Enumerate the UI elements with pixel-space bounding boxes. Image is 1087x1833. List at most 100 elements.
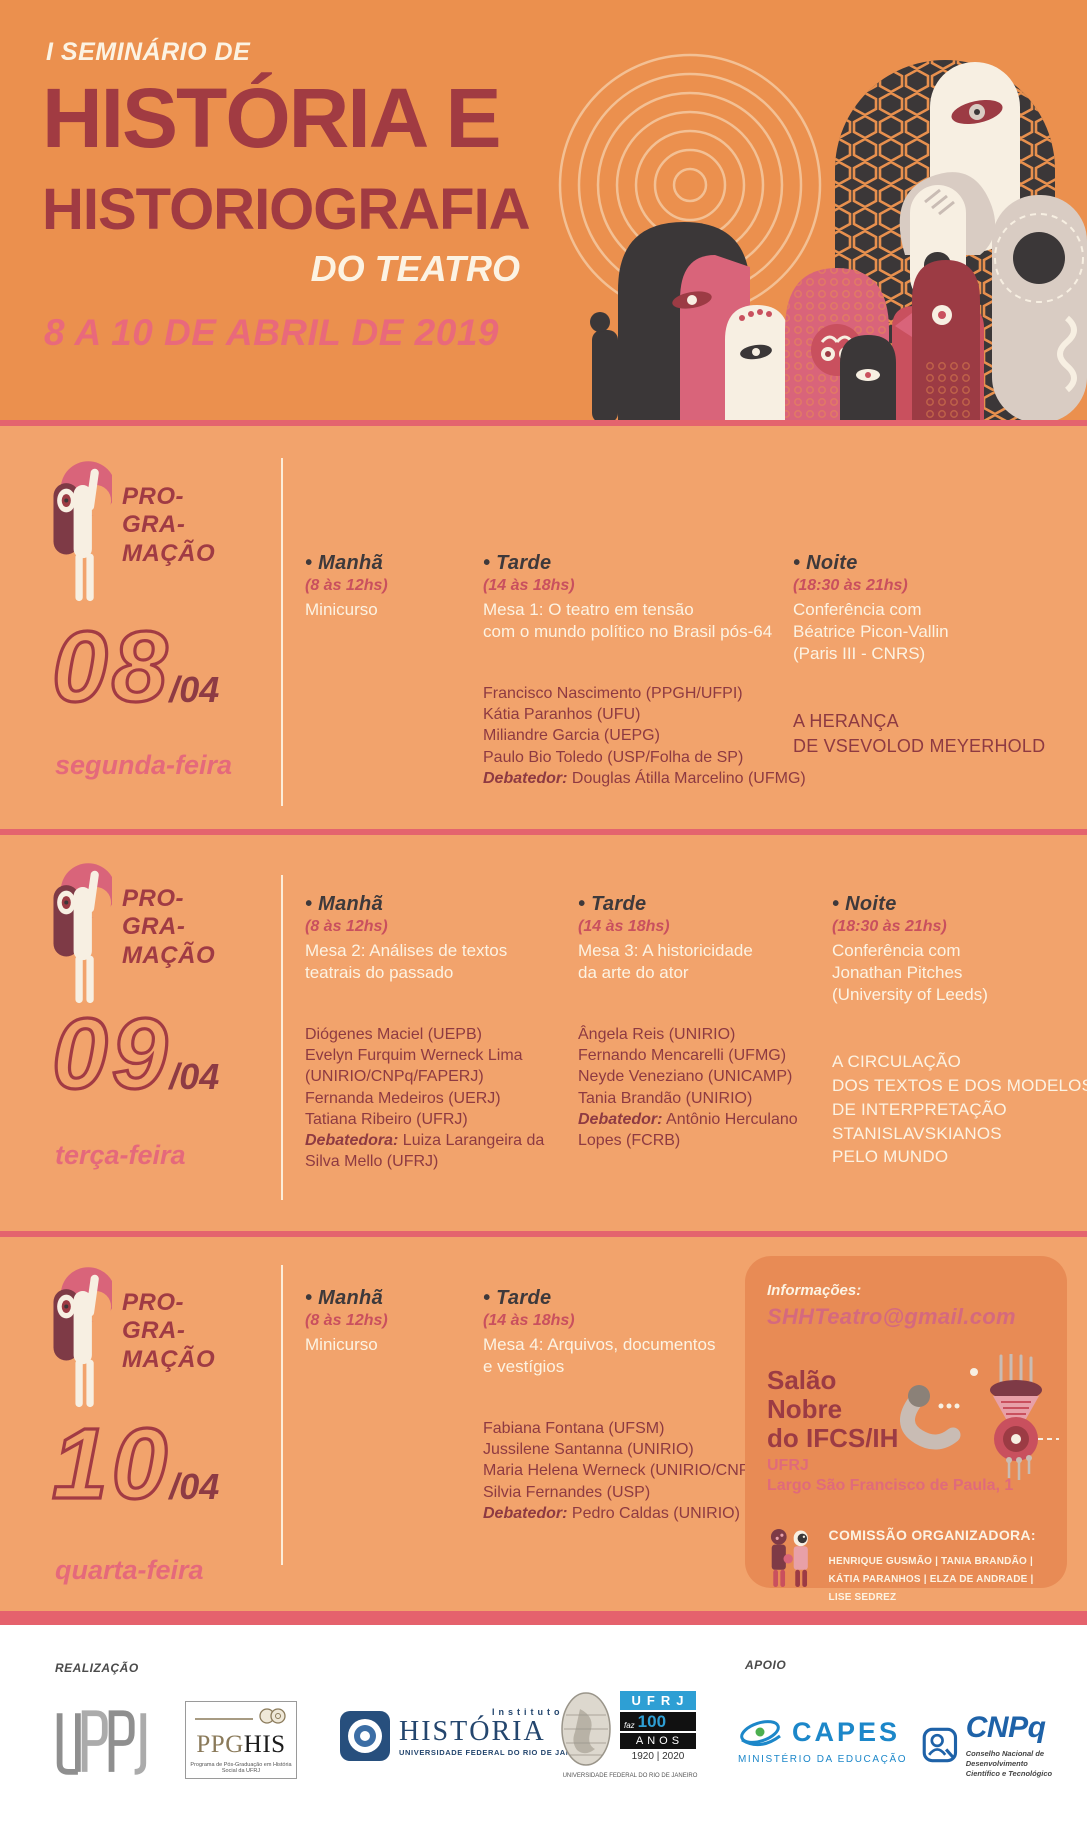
session-title-line: Minicurso bbox=[305, 1335, 378, 1354]
participant: Francisco Nascimento (PPGH/UFPI) bbox=[483, 685, 743, 703]
ppghis-scroll-icon bbox=[195, 1708, 286, 1724]
debater-line2: Lopes (FCRB) bbox=[578, 1131, 681, 1149]
session-title: Conferência com Jonathan Pitches (Univer… bbox=[832, 940, 1082, 1006]
session-title-line: da arte do ator bbox=[578, 963, 689, 983]
session-title-line: (Paris III - CNRS) bbox=[793, 644, 926, 664]
historia-spiral-icon bbox=[340, 1711, 390, 1761]
period-time: (8 às 12hs) bbox=[305, 577, 388, 594]
cnpq-name: CNPq bbox=[965, 1711, 1046, 1744]
period-time: (18:30 às 21hs) bbox=[793, 577, 908, 594]
debater-line2: Silva Mello (UFRJ) bbox=[305, 1152, 439, 1170]
committee-label: COMISSÃO ORGANIZADORA: bbox=[828, 1527, 1036, 1544]
participant: Tania Brandão (UNIRIO) bbox=[578, 1089, 753, 1107]
capes-icon bbox=[740, 1720, 781, 1747]
session-title-line: Mesa 3: A historicidade bbox=[578, 941, 753, 960]
uppu-logo bbox=[56, 1710, 147, 1775]
footer-accent-band bbox=[0, 1611, 1087, 1625]
day-number: 10 bbox=[50, 1408, 172, 1520]
day09-manha-column: • Manhã (8 às 12hs) Mesa 2: Análises de … bbox=[305, 893, 570, 1172]
participant: Tatiana Ribeiro (UFRJ) bbox=[305, 1110, 468, 1128]
column-separator bbox=[281, 1265, 283, 1565]
participant-list: Diógenes Maciel (UEPB) Evelyn Furquim We… bbox=[305, 1024, 570, 1172]
day09-tarde-column: • Tarde (14 às 18hs) Mesa 3: A historici… bbox=[578, 893, 823, 1151]
session-title: Mesa 2: Análises de textos teatrais do p… bbox=[305, 940, 570, 984]
poster-title-line2: HISTORIOGRAFIA bbox=[42, 177, 531, 242]
kicker: I SEMINÁRIO DE bbox=[46, 38, 251, 66]
participant: Ângela Reis (UNIRIO) bbox=[578, 1026, 736, 1044]
session-title: Mesa 3: A historicidade da arte do ator bbox=[578, 940, 823, 984]
session-title-line: Mesa 4: Arquivos, documentos bbox=[483, 1335, 716, 1354]
day08-manha-column: • Manhã (8 às 12hs) Minicurso bbox=[305, 552, 470, 621]
instituto-historia-logo: Instituto de HISTÓRIA UNIVERSIDADE FEDER… bbox=[340, 1707, 593, 1761]
section-divider bbox=[0, 1231, 1087, 1237]
participant-list: Fabiana Fontana (UFSM) Jussilene Santann… bbox=[483, 1418, 783, 1524]
committee-figures-icon bbox=[770, 1529, 808, 1588]
period-time: (14 às 18hs) bbox=[483, 1312, 575, 1329]
weekday-label: segunda-feira bbox=[55, 750, 233, 780]
period-heading: • Tarde bbox=[483, 1287, 552, 1309]
period-heading: • Noite bbox=[832, 893, 897, 915]
session-title-line: Jonathan Pitches bbox=[832, 963, 963, 983]
session-title-line: teatrais do passado bbox=[305, 963, 454, 983]
poster-title-line1: HISTÓRIA E bbox=[42, 71, 502, 165]
day08-noite-column: • Noite (18:30 às 21hs) Conferência com … bbox=[793, 552, 1078, 760]
day08-tarde-column: • Tarde (14 às 18hs) Mesa 1: O teatro em… bbox=[483, 552, 813, 789]
programacao-block: PRO- GRA- MAÇÃO bbox=[48, 453, 215, 613]
day-number: 08 bbox=[50, 611, 172, 723]
period-heading: • Noite bbox=[793, 552, 858, 574]
programacao-figure-icon bbox=[53, 1267, 112, 1408]
participant: Jussilene Santanna (UNIRIO) bbox=[483, 1441, 694, 1459]
cnpq-logo: CNPq Conselho Nacional de Desenvolviment… bbox=[922, 1711, 1087, 1779]
participant: Maria Helena Werneck (UNIRIO/CNPq) bbox=[483, 1462, 764, 1480]
period-time: (8 às 12hs) bbox=[305, 918, 388, 935]
day09-noite-column: • Noite (18:30 às 21hs) Conferência com … bbox=[832, 893, 1087, 1169]
committee-names: HENRIQUE GUSMÃO | TANIA BRANDÃO | KÁTIA … bbox=[828, 1556, 1034, 1604]
session-title-line: Conferência com bbox=[832, 941, 961, 960]
period-heading: • Tarde bbox=[578, 893, 647, 915]
day-date: 10 /04 bbox=[50, 1408, 219, 1520]
ufrj-caption: UNIVERSIDADE FEDERAL DO RIO DE JANEIRO bbox=[562, 1773, 698, 1779]
session-title-line: Mesa 2: Análises de textos bbox=[305, 941, 508, 960]
venue-illustration bbox=[900, 1354, 1059, 1480]
apoio-label: APOIO bbox=[745, 1658, 787, 1672]
debater: Debatedor: Antônio Herculano bbox=[578, 1110, 798, 1128]
column-separator bbox=[281, 458, 283, 806]
committee-block: COMISSÃO ORGANIZADORA: HENRIQUE GUSMÃO |… bbox=[767, 1519, 1045, 1607]
section-divider bbox=[0, 829, 1087, 835]
day10-manha-column: • Manhã (8 às 12hs) Minicurso bbox=[305, 1287, 470, 1356]
day-month: /04 bbox=[169, 669, 220, 710]
period-heading: • Manhã bbox=[305, 1287, 383, 1309]
ppghis-name: PPGHIS bbox=[196, 1731, 286, 1758]
programacao-figure-icon bbox=[53, 863, 112, 1004]
day-section-09: PRO- GRA- MAÇÃO 09 /04 terça-feira • Manhã… bbox=[0, 835, 1087, 1231]
session-title-line: (University of Leeds) bbox=[832, 985, 988, 1005]
cnpq-text: CNPq Conselho Nacional de Desenvolviment… bbox=[966, 1711, 1087, 1779]
participant: Kátia Paranhos (UFU) bbox=[483, 706, 641, 724]
period-time: (8 às 12hs) bbox=[305, 1312, 388, 1329]
period-time: (14 às 18hs) bbox=[578, 918, 670, 935]
committee-text: COMISSÃO ORGANIZADORA: HENRIQUE GUSMÃO |… bbox=[829, 1519, 1045, 1607]
period-heading: • Manhã bbox=[305, 893, 383, 915]
participant: Fernando Mencarelli (UFMG) bbox=[578, 1047, 787, 1065]
ufrj-anos: ANOS bbox=[620, 1733, 696, 1749]
participant: Neyde Veneziano (UNICAMP) bbox=[578, 1068, 793, 1086]
day-date: 09 /04 bbox=[50, 1002, 220, 1105]
day-section-10: PRO- GRA- MAÇÃO 10 /04 quarta-feira • Manh… bbox=[0, 1237, 1087, 1611]
programacao-block: PRO- GRA- MAÇÃO bbox=[48, 1259, 215, 1419]
historia-small-label: Instituto de bbox=[492, 1707, 589, 1717]
session-title: Mesa 4: Arquivos, documentos e vestígios bbox=[483, 1334, 783, 1378]
column-separator bbox=[281, 875, 283, 1200]
info-box: Informações: SHHTeatro@gmail.com Salão No… bbox=[745, 1256, 1067, 1603]
weekday-label: terça-feira bbox=[55, 1140, 186, 1170]
day-month: /04 bbox=[169, 1056, 220, 1097]
session-title-line: com o mundo político no Brasil pós-64 bbox=[483, 622, 773, 642]
ufrj-years: 1920 | 2020 bbox=[631, 1751, 685, 1762]
event-dates: 8 A 10 DE ABRIL DE 2019 bbox=[44, 312, 499, 353]
minerva-engraving-icon bbox=[561, 1692, 611, 1766]
poster-footer: REALIZAÇÃO APOIO PPGHIS Programa de Pós-… bbox=[0, 1625, 1087, 1833]
venue-university: UFRJ bbox=[767, 1457, 809, 1475]
lecture-title: A CIRCULAÇÃO DOS TEXTOS E DOS MODELOS DE … bbox=[832, 1052, 1087, 1167]
participant: Miliandre Garcia (UEPG) bbox=[483, 727, 660, 745]
participant: Diógenes Maciel (UEPB) bbox=[305, 1026, 482, 1044]
ppghis-logo: PPGHIS Programa de Pós-Graduação em Hist… bbox=[185, 1701, 297, 1779]
